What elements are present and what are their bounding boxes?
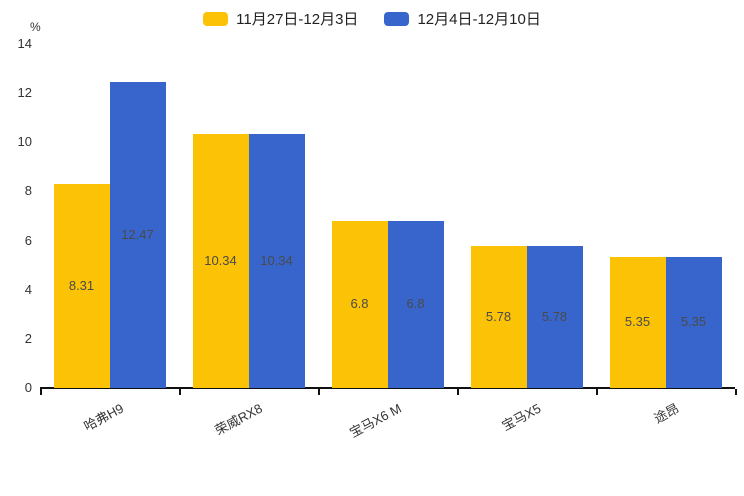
x-category-label: 宝马X6 M: [347, 400, 404, 441]
legend-label-week2: 12月4日-12月10日: [417, 11, 541, 28]
y-tick-label: 8: [24, 183, 32, 199]
bar-value-label: 6.8: [350, 296, 369, 312]
x-category-label: 宝马X5: [498, 400, 543, 434]
legend: 11月27日-12月3日 12月4日-12月10日: [0, 8, 744, 29]
bar-12月4日-12月10日-宝马X6 M[interactable]: [387, 220, 444, 388]
bar-value-label: 5.35: [680, 314, 707, 330]
legend-swatch-yellow: [203, 11, 229, 26]
bar-value-label: 5.78: [541, 308, 568, 324]
legend-item-week2[interactable]: 12月4日-12月10日: [384, 8, 541, 29]
y-tick-label: 2: [24, 330, 32, 346]
x-axis-line: [40, 387, 735, 389]
legend-swatch-blue: [384, 11, 410, 26]
y-tick-label: 10: [17, 134, 32, 150]
x-axis-tick: [40, 389, 42, 395]
bar-12月4日-12月10日-荣威RX8[interactable]: [248, 133, 305, 388]
bar-value-label: 10.34: [260, 252, 293, 268]
x-axis-tick: [596, 389, 598, 395]
y-axis-unit-label: %: [30, 20, 41, 34]
bar-12月4日-12月10日-途昂[interactable]: [665, 256, 722, 388]
x-axis-tick: [457, 389, 459, 395]
x-axis-tick: [179, 389, 181, 395]
bar-12月4日-12月10日-哈弗H9[interactable]: [109, 81, 166, 388]
x-category-label: 荣威RX8: [212, 400, 265, 438]
y-tick-label: 6: [24, 232, 32, 248]
legend-label-week1: 11月27日-12月3日: [236, 11, 359, 28]
legend-item-week1[interactable]: 11月27日-12月3日: [203, 8, 358, 29]
bar-value-label: 10.34: [204, 252, 237, 268]
bar-11月27日-12月3日-哈弗H9[interactable]: [53, 183, 110, 388]
y-tick-label: 14: [17, 36, 32, 51]
bar-value-label: 6.8: [406, 296, 425, 312]
y-tick-label: 4: [24, 281, 32, 297]
bar-value-label: 5.78: [485, 308, 512, 324]
bar-11月27日-12月3日-荣威RX8[interactable]: [192, 133, 249, 388]
bar-11月27日-12月3日-途昂[interactable]: [609, 256, 666, 388]
y-tick-label: 12: [17, 85, 32, 101]
bar-value-label: 12.47: [121, 226, 154, 242]
bar-value-label: 8.31: [68, 277, 95, 293]
bar-value-label: 5.35: [624, 314, 651, 330]
x-axis-tick: [735, 389, 737, 395]
x-category-label: 途昂: [651, 400, 682, 427]
x-axis-tick: [318, 389, 320, 395]
y-tick-label: 0: [24, 380, 32, 395]
bar-11月27日-12月3日-宝马X6 M[interactable]: [331, 220, 388, 388]
x-category-label: 哈弗H9: [81, 400, 126, 434]
bar-11月27日-12月3日-宝马X5[interactable]: [470, 245, 527, 388]
bar-12月4日-12月10日-宝马X5[interactable]: [526, 245, 583, 388]
